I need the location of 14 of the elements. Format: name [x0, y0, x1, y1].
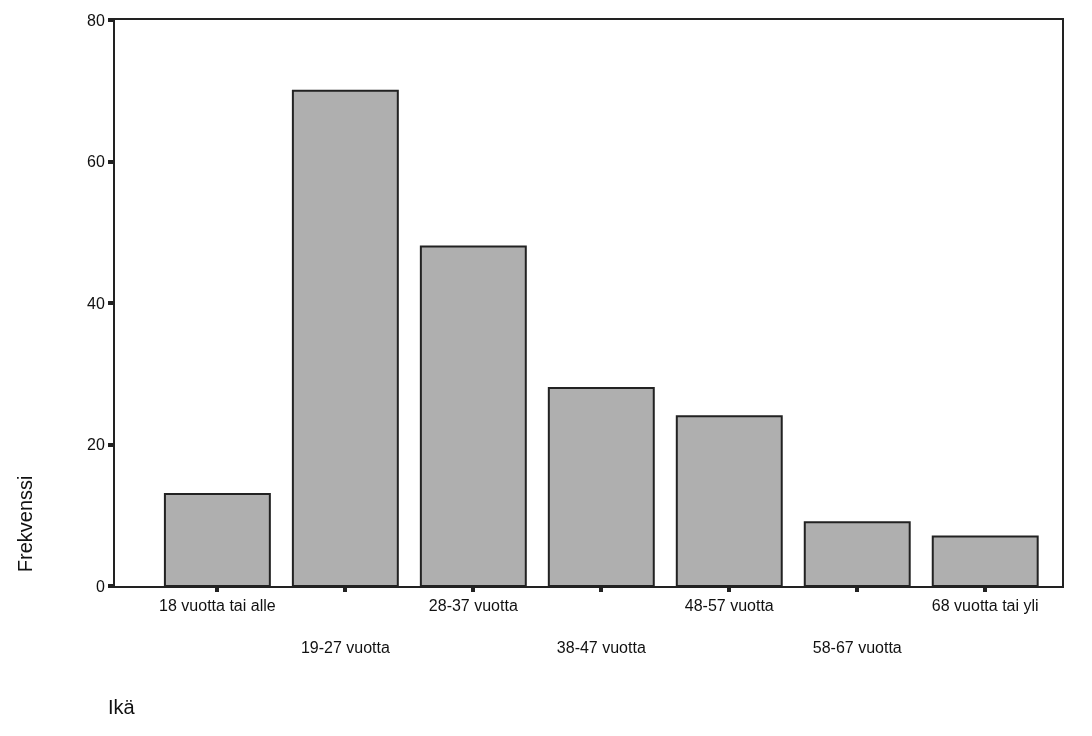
x-tick-label: 68 vuotta tai yli [931, 597, 1039, 615]
x-tick-label: 38-47 vuotta [556, 638, 646, 656]
y-tick-label: 60 [87, 153, 105, 171]
y-tick-label: 40 [87, 294, 105, 312]
y-axis-title: Frekvenssi [13, 475, 36, 573]
x-tick-label: 48-57 vuotta [684, 597, 774, 615]
x-axis-title: Ikä [108, 696, 136, 718]
y-tick-label: 20 [87, 436, 105, 454]
x-tick-label: 19-27 vuotta [300, 638, 390, 656]
y-tick-label: 80 [87, 11, 105, 29]
x-tick-label: 18 vuotta tai alle [159, 597, 276, 615]
x-tick-label: 58-67 vuotta [812, 638, 902, 656]
y-tick-label: 0 [95, 577, 105, 595]
x-tick-label: 28-37 vuotta [428, 597, 518, 615]
